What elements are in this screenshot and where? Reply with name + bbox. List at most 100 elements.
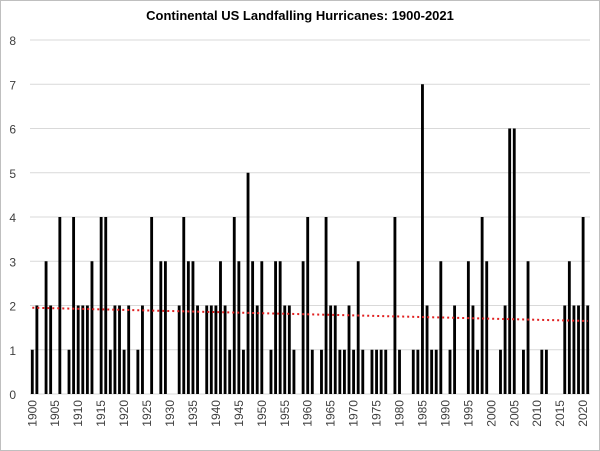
bar	[393, 217, 397, 394]
bar	[214, 305, 218, 394]
x-tick-label: 1935	[186, 400, 200, 427]
bar	[375, 349, 378, 394]
bar	[411, 349, 415, 394]
x-tick-label: 2000	[484, 400, 498, 427]
bar	[209, 305, 213, 394]
bar	[269, 349, 273, 394]
x-tick-label: 1945	[232, 400, 246, 427]
bar	[425, 305, 429, 394]
x-tick-label: 1985	[415, 400, 429, 427]
bar	[333, 305, 337, 394]
y-tick-label: 3	[9, 255, 16, 269]
bar	[512, 128, 516, 394]
bar	[232, 217, 236, 394]
y-tick-label: 4	[9, 211, 16, 225]
y-tick-label: 8	[9, 34, 16, 48]
bar	[108, 349, 112, 394]
bar	[347, 305, 351, 394]
bar	[310, 349, 314, 394]
bar	[242, 349, 245, 394]
x-tick-label: 1955	[278, 400, 292, 427]
x-tick-label: 1995	[461, 400, 475, 427]
y-tick-label: 2	[9, 300, 16, 314]
bar	[306, 217, 310, 394]
bar	[522, 349, 525, 394]
bar	[228, 349, 232, 394]
bar	[453, 305, 457, 394]
bar	[219, 261, 222, 394]
bar	[246, 172, 250, 394]
x-tick-label: 2010	[530, 400, 544, 427]
bar	[324, 217, 328, 394]
x-tick-label: 1940	[209, 400, 223, 427]
bar	[182, 217, 186, 394]
bar	[287, 305, 291, 394]
bar	[159, 261, 163, 394]
x-tick-label: 1920	[117, 400, 131, 427]
bar	[292, 349, 296, 394]
bar	[237, 261, 241, 394]
bar	[81, 305, 85, 394]
bar	[205, 305, 209, 394]
bar	[434, 349, 438, 394]
y-tick-label: 0	[9, 388, 16, 402]
bar	[352, 349, 356, 394]
bar	[223, 305, 227, 394]
bar	[379, 349, 383, 394]
bar	[186, 261, 190, 394]
x-tick-label: 1950	[255, 400, 269, 427]
bar	[118, 305, 121, 394]
bar	[150, 217, 154, 394]
bar	[480, 217, 484, 394]
bar	[113, 305, 117, 394]
bar	[136, 349, 140, 394]
bar	[526, 261, 530, 394]
bar	[384, 349, 388, 394]
x-axis-ticks: 1900 1905 1910 1915 1920 1925 1930 1935 1940 1945…	[25, 400, 590, 427]
x-tick-label: 1910	[71, 400, 85, 427]
x-tick-label: 1925	[140, 400, 154, 427]
bar	[72, 217, 76, 394]
bar	[448, 349, 452, 394]
x-tick-label: 1965	[324, 400, 338, 427]
bar	[476, 349, 479, 394]
bars	[30, 84, 590, 394]
x-tick-label: 1970	[347, 400, 361, 427]
y-tick-label: 7	[9, 78, 16, 92]
x-tick-label: 1905	[48, 400, 62, 427]
bar	[361, 349, 365, 394]
bar	[141, 305, 144, 394]
bar	[163, 261, 167, 394]
y-tick-label: 1	[9, 344, 16, 358]
bar	[421, 84, 424, 394]
bar	[30, 349, 34, 394]
bar	[196, 305, 199, 394]
y-axis-ticks: 0 1 2 3 4 5 6 7 8	[9, 34, 16, 402]
bar	[67, 349, 71, 394]
bar	[278, 261, 282, 394]
bar	[90, 261, 94, 394]
chart-title: Continental US Landfalling Hurricanes: 1…	[146, 8, 454, 23]
bar	[563, 305, 567, 394]
bar	[416, 349, 420, 394]
bar	[430, 349, 434, 394]
bar	[320, 349, 323, 394]
bar	[485, 261, 489, 394]
x-tick-label: 1990	[438, 400, 452, 427]
bar	[544, 349, 548, 394]
bar	[58, 217, 62, 394]
bar	[76, 305, 80, 394]
bar	[586, 305, 590, 394]
bar	[370, 349, 374, 394]
bar	[471, 305, 475, 394]
bar	[398, 349, 401, 394]
x-tick-label: 1960	[301, 400, 315, 427]
x-tick-label: 2015	[553, 400, 567, 427]
bar	[439, 261, 443, 394]
bar	[283, 305, 287, 394]
bar	[177, 305, 181, 394]
bar	[251, 261, 255, 394]
bar	[274, 261, 277, 394]
bar	[499, 349, 502, 394]
x-tick-label: 1930	[163, 400, 177, 427]
